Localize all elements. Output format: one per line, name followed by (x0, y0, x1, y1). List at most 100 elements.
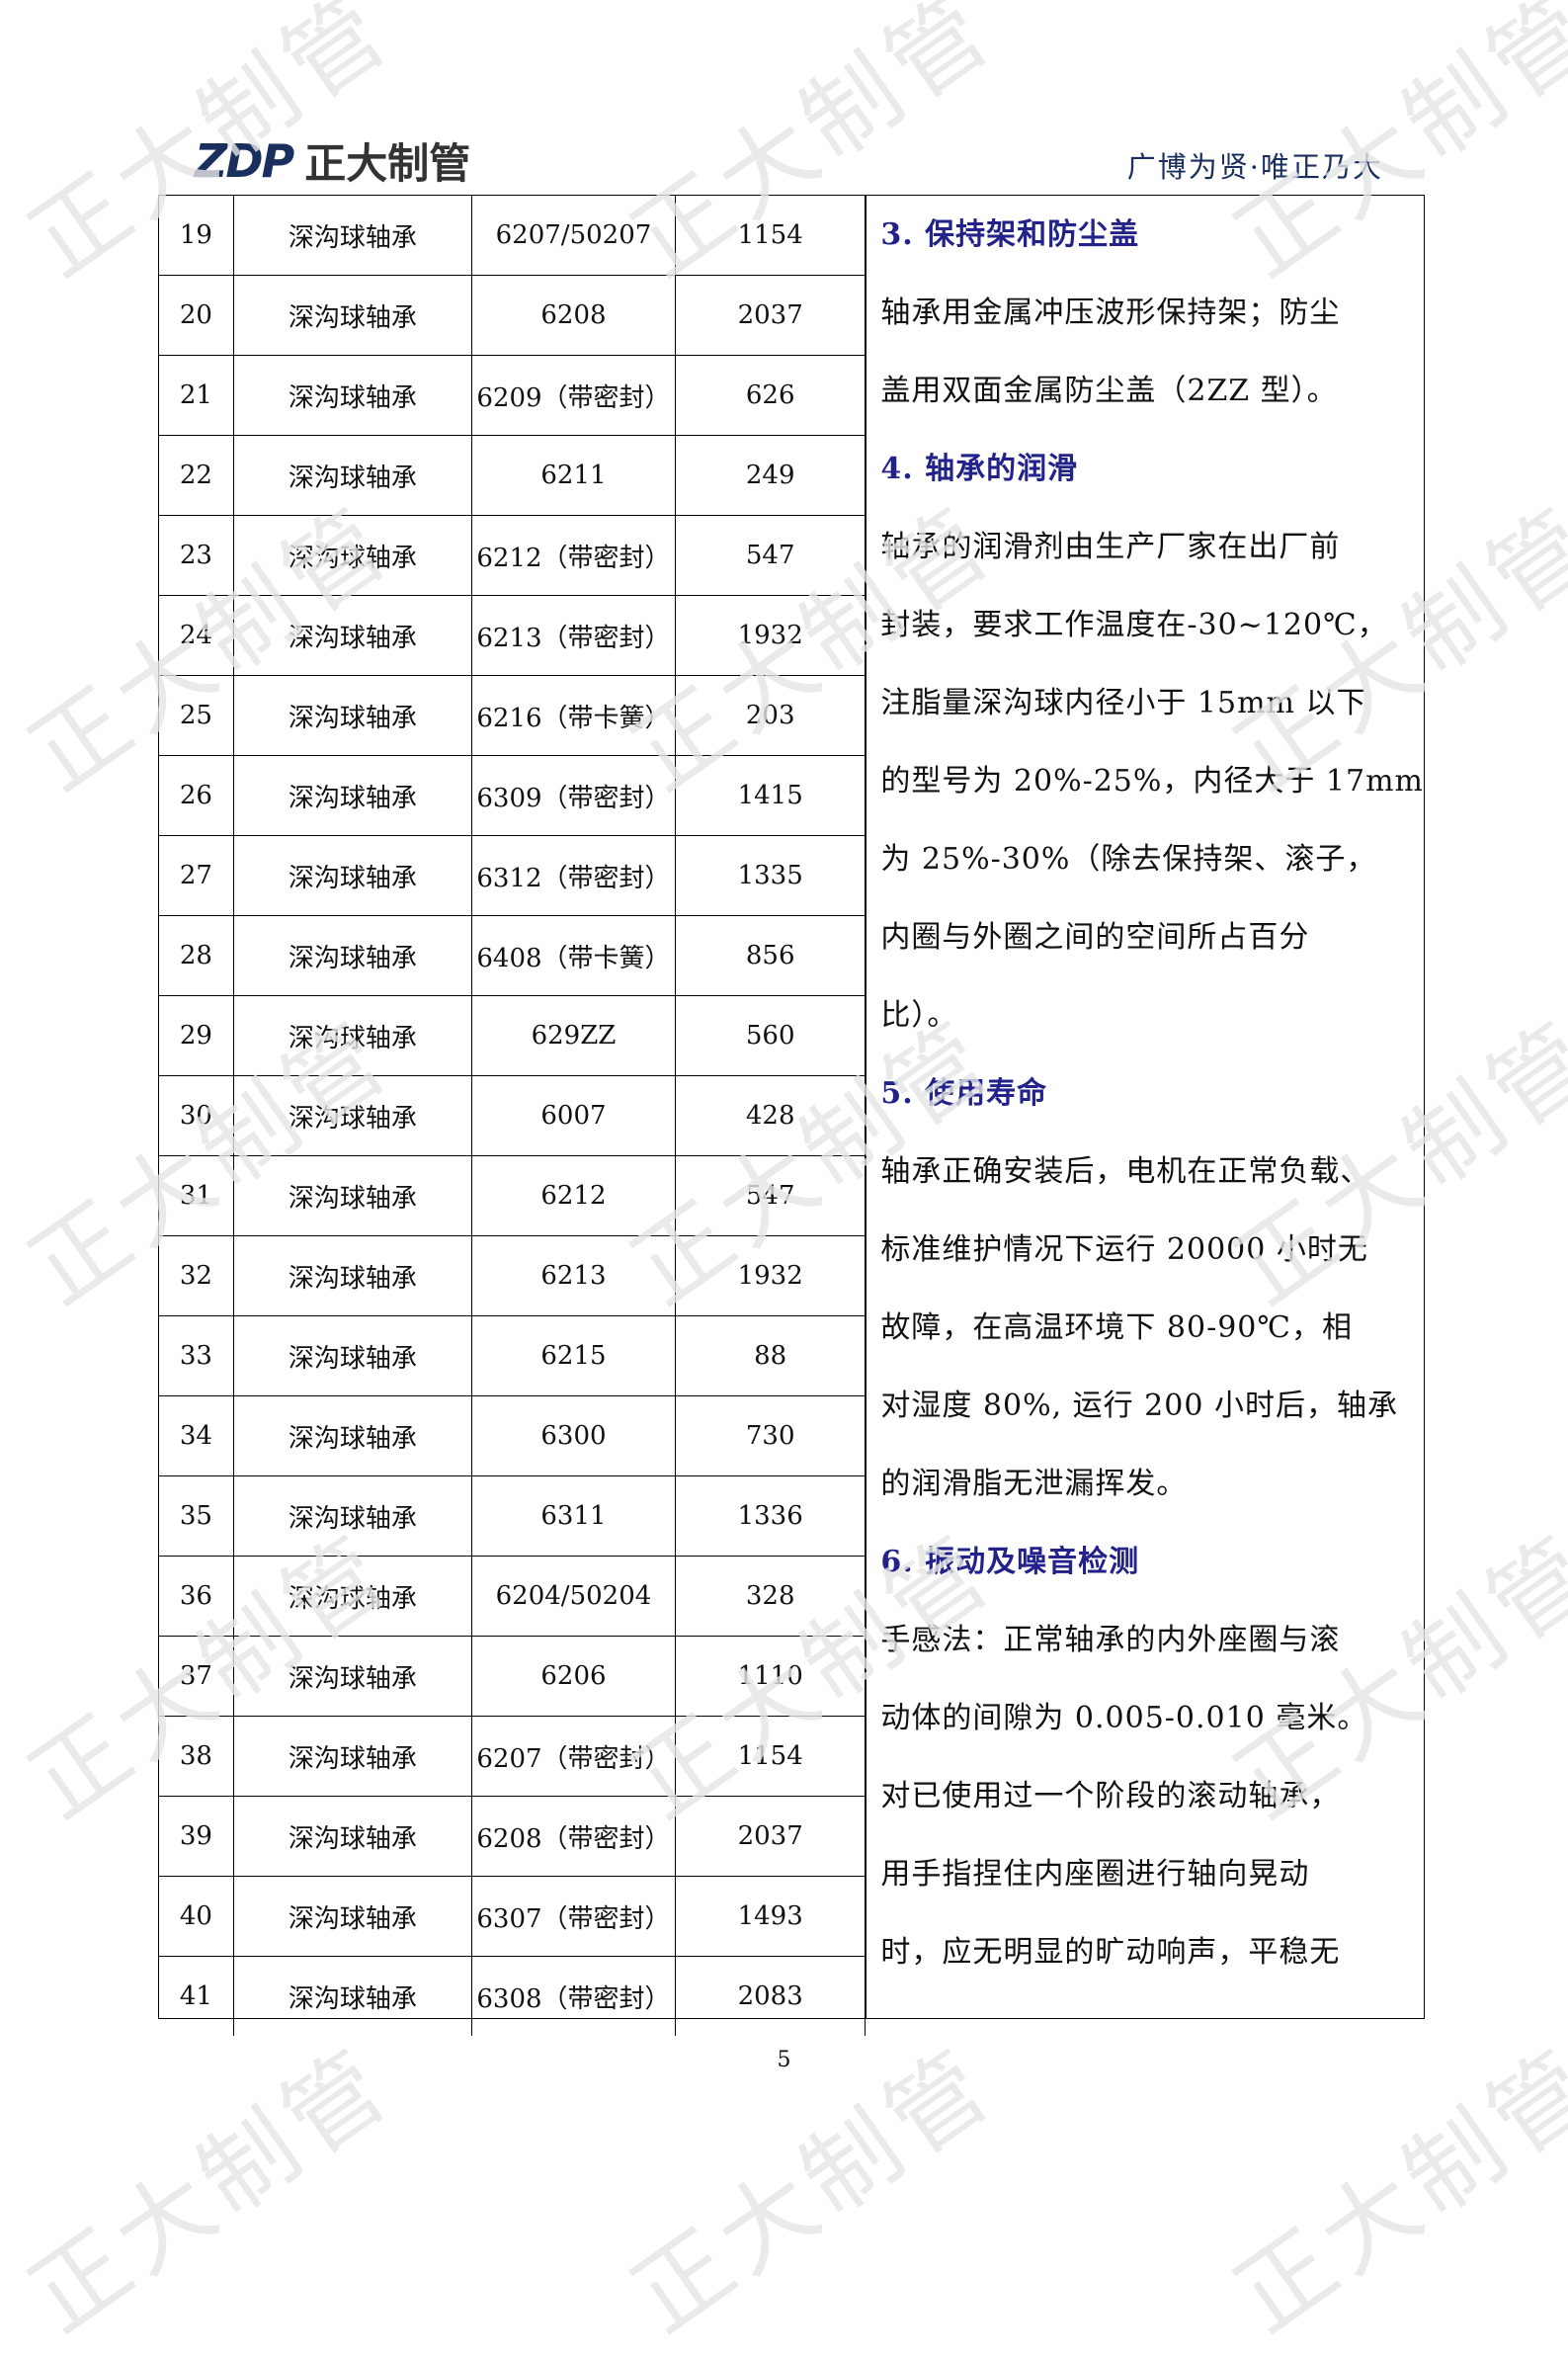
bearing-table: 19 深沟球轴承 6207/50207 1154 20 深沟球轴承 6208 2037 21 深沟… (158, 195, 1425, 2036)
bearing-type-cell: 深沟球轴承 (232, 1636, 472, 1717)
row-number-cell: 28 (159, 915, 234, 996)
bearing-type-cell: 深沟球轴承 (232, 1155, 472, 1236)
quantity-cell: 1154 (674, 1716, 867, 1797)
table-row: 22 深沟球轴承 6211 249 (159, 435, 867, 516)
row-number-cell: 38 (159, 1716, 234, 1797)
row-number-cell: 40 (159, 1876, 234, 1957)
row-number-cell: 35 (159, 1475, 234, 1557)
bearing-type-cell: 深沟球轴承 (232, 995, 472, 1076)
note-line: 内圈与外圈之间的空间所占百分 (880, 920, 1310, 955)
company-logo: ZDP 正大制管 (195, 130, 470, 191)
note-line: 封装，要求工作温度在-30~120℃， (880, 608, 1388, 642)
note-line: 时，应无明显的旷动响声，平稳无 (880, 1935, 1341, 1970)
notes-column: 3. 保持架和防尘盖轴承用金属冲压波形保持架；防尘 盖用双面金属防尘盖（2ZZ 型… (866, 196, 1424, 2018)
row-number-cell: 36 (159, 1556, 234, 1637)
quantity-cell: 626 (674, 355, 867, 436)
bearing-model-cell: 6215 (470, 1315, 677, 1396)
note-line: 用手指捏住内座圈进行轴向晃动 (880, 1857, 1310, 1892)
bearing-type-cell: 深沟球轴承 (232, 196, 472, 276)
bearing-type-cell: 深沟球轴承 (232, 1796, 472, 1877)
bearing-type-cell: 深沟球轴承 (232, 1716, 472, 1797)
section-heading: 5. 使用寿命 (880, 1076, 1048, 1111)
section-heading: 3. 保持架和防尘盖 (880, 217, 1140, 252)
table-row: 20 深沟球轴承 6208 2037 (159, 275, 867, 356)
bearing-model-cell: 6213 (470, 1235, 677, 1316)
header-slogan: 广博为贤·唯正乃大 (1126, 150, 1383, 184)
bearing-type-cell: 深沟球轴承 (232, 1235, 472, 1316)
table-row: 39 深沟球轴承 6208（带密封） 2037 (159, 1796, 867, 1877)
quantity-cell: 203 (674, 675, 867, 756)
row-number-cell: 26 (159, 755, 234, 836)
table-row: 34 深沟球轴承 6300 730 (159, 1395, 867, 1476)
quantity-cell: 1415 (674, 755, 867, 836)
bearing-type-cell: 深沟球轴承 (232, 595, 472, 676)
row-number-cell: 37 (159, 1636, 234, 1717)
quantity-cell: 856 (674, 915, 867, 996)
row-number-cell: 39 (159, 1796, 234, 1877)
table-row: 25 深沟球轴承 6216（带卡簧） 203 (159, 675, 867, 756)
quantity-cell: 730 (674, 1395, 867, 1476)
row-number-cell: 20 (159, 275, 234, 356)
bearing-model-cell: 6312（带密封） (470, 835, 677, 916)
note-line: 轴承用金属冲压波形保持架；防尘 (880, 295, 1341, 330)
bearing-type-cell: 深沟球轴承 (232, 915, 472, 996)
row-number-cell: 34 (159, 1395, 234, 1476)
note-line: 盖用双面金属防尘盖（2ZZ 型）。 (880, 374, 1338, 408)
quantity-cell: 1932 (674, 1235, 867, 1316)
quantity-cell: 1154 (674, 196, 867, 276)
row-number-cell: 21 (159, 355, 234, 436)
bearing-type-cell: 深沟球轴承 (232, 675, 472, 756)
quantity-cell: 2083 (674, 1956, 867, 2036)
bearing-model-cell: 6300 (470, 1395, 677, 1476)
bearing-model-cell: 6408（带卡簧） (470, 915, 677, 996)
logo-mark: ZDP (195, 133, 294, 188)
quantity-cell: 547 (674, 1155, 867, 1236)
table-row: 32 深沟球轴承 6213 1932 (159, 1235, 867, 1316)
bearing-model-cell: 6208（带密封） (470, 1796, 677, 1877)
bearing-model-cell: 6308（带密封） (470, 1956, 677, 2036)
bearing-model-cell: 6207（带密封） (470, 1716, 677, 1797)
row-number-cell: 19 (159, 196, 234, 276)
row-number-cell: 41 (159, 1956, 234, 2036)
bearing-type-cell: 深沟球轴承 (232, 1876, 472, 1957)
bearing-type-cell: 深沟球轴承 (232, 755, 472, 836)
quantity-cell: 88 (674, 1315, 867, 1396)
bearing-type-cell: 深沟球轴承 (232, 1475, 472, 1557)
bearing-type-cell: 深沟球轴承 (232, 1315, 472, 1396)
note-line: 的型号为 20%-25%，内径大于 17mm (880, 764, 1424, 799)
bearing-type-cell: 深沟球轴承 (232, 1075, 472, 1156)
section-heading: 4. 轴承的润滑 (880, 452, 1079, 486)
quantity-cell: 2037 (674, 1796, 867, 1877)
table-row: 28 深沟球轴承 6408（带卡簧） 856 (159, 915, 867, 996)
bearing-model-cell: 6309（带密封） (470, 755, 677, 836)
table-row: 21 深沟球轴承 6209（带密封） 626 (159, 355, 867, 436)
bearing-model-cell: 6204/50204 (470, 1556, 677, 1637)
quantity-cell: 560 (674, 995, 867, 1076)
bearing-type-cell: 深沟球轴承 (232, 1556, 472, 1637)
row-number-cell: 30 (159, 1075, 234, 1156)
note-line: 的润滑脂无泄漏挥发。 (880, 1467, 1188, 1501)
table-row: 38 深沟球轴承 6207（带密封） 1154 (159, 1716, 867, 1797)
note-line: 对已使用过一个阶段的滚动轴承， (880, 1779, 1341, 1813)
bearing-list: 19 深沟球轴承 6207/50207 1154 20 深沟球轴承 6208 2037 21 深沟… (159, 196, 867, 2036)
logo-text: 正大制管 (304, 139, 471, 188)
section-heading: 6. 振动及噪音检测 (880, 1545, 1140, 1579)
row-number-cell: 32 (159, 1235, 234, 1316)
row-number-cell: 23 (159, 515, 234, 596)
table-row: 27 深沟球轴承 6312（带密封） 1335 (159, 835, 867, 916)
bearing-model-cell: 6307（带密封） (470, 1876, 677, 1957)
row-number-cell: 31 (159, 1155, 234, 1236)
note-line: 标准维护情况下运行 20000 小时无 (880, 1232, 1368, 1267)
page-number: 5 (777, 2048, 791, 2072)
bearing-type-cell: 深沟球轴承 (232, 435, 472, 516)
quantity-cell: 1335 (674, 835, 867, 916)
bearing-model-cell: 6207/50207 (470, 196, 677, 276)
quantity-cell: 249 (674, 435, 867, 516)
bearing-model-cell: 6206 (470, 1636, 677, 1717)
table-row: 24 深沟球轴承 6213（带密封） 1932 (159, 595, 867, 676)
table-row: 36 深沟球轴承 6204/50204 328 (159, 1556, 867, 1637)
quantity-cell: 1336 (674, 1475, 867, 1557)
bearing-model-cell: 6208 (470, 275, 677, 356)
quantity-cell: 1110 (674, 1636, 867, 1717)
note-line: 动体的间隙为 0.005-0.010 毫米。 (880, 1701, 1368, 1735)
